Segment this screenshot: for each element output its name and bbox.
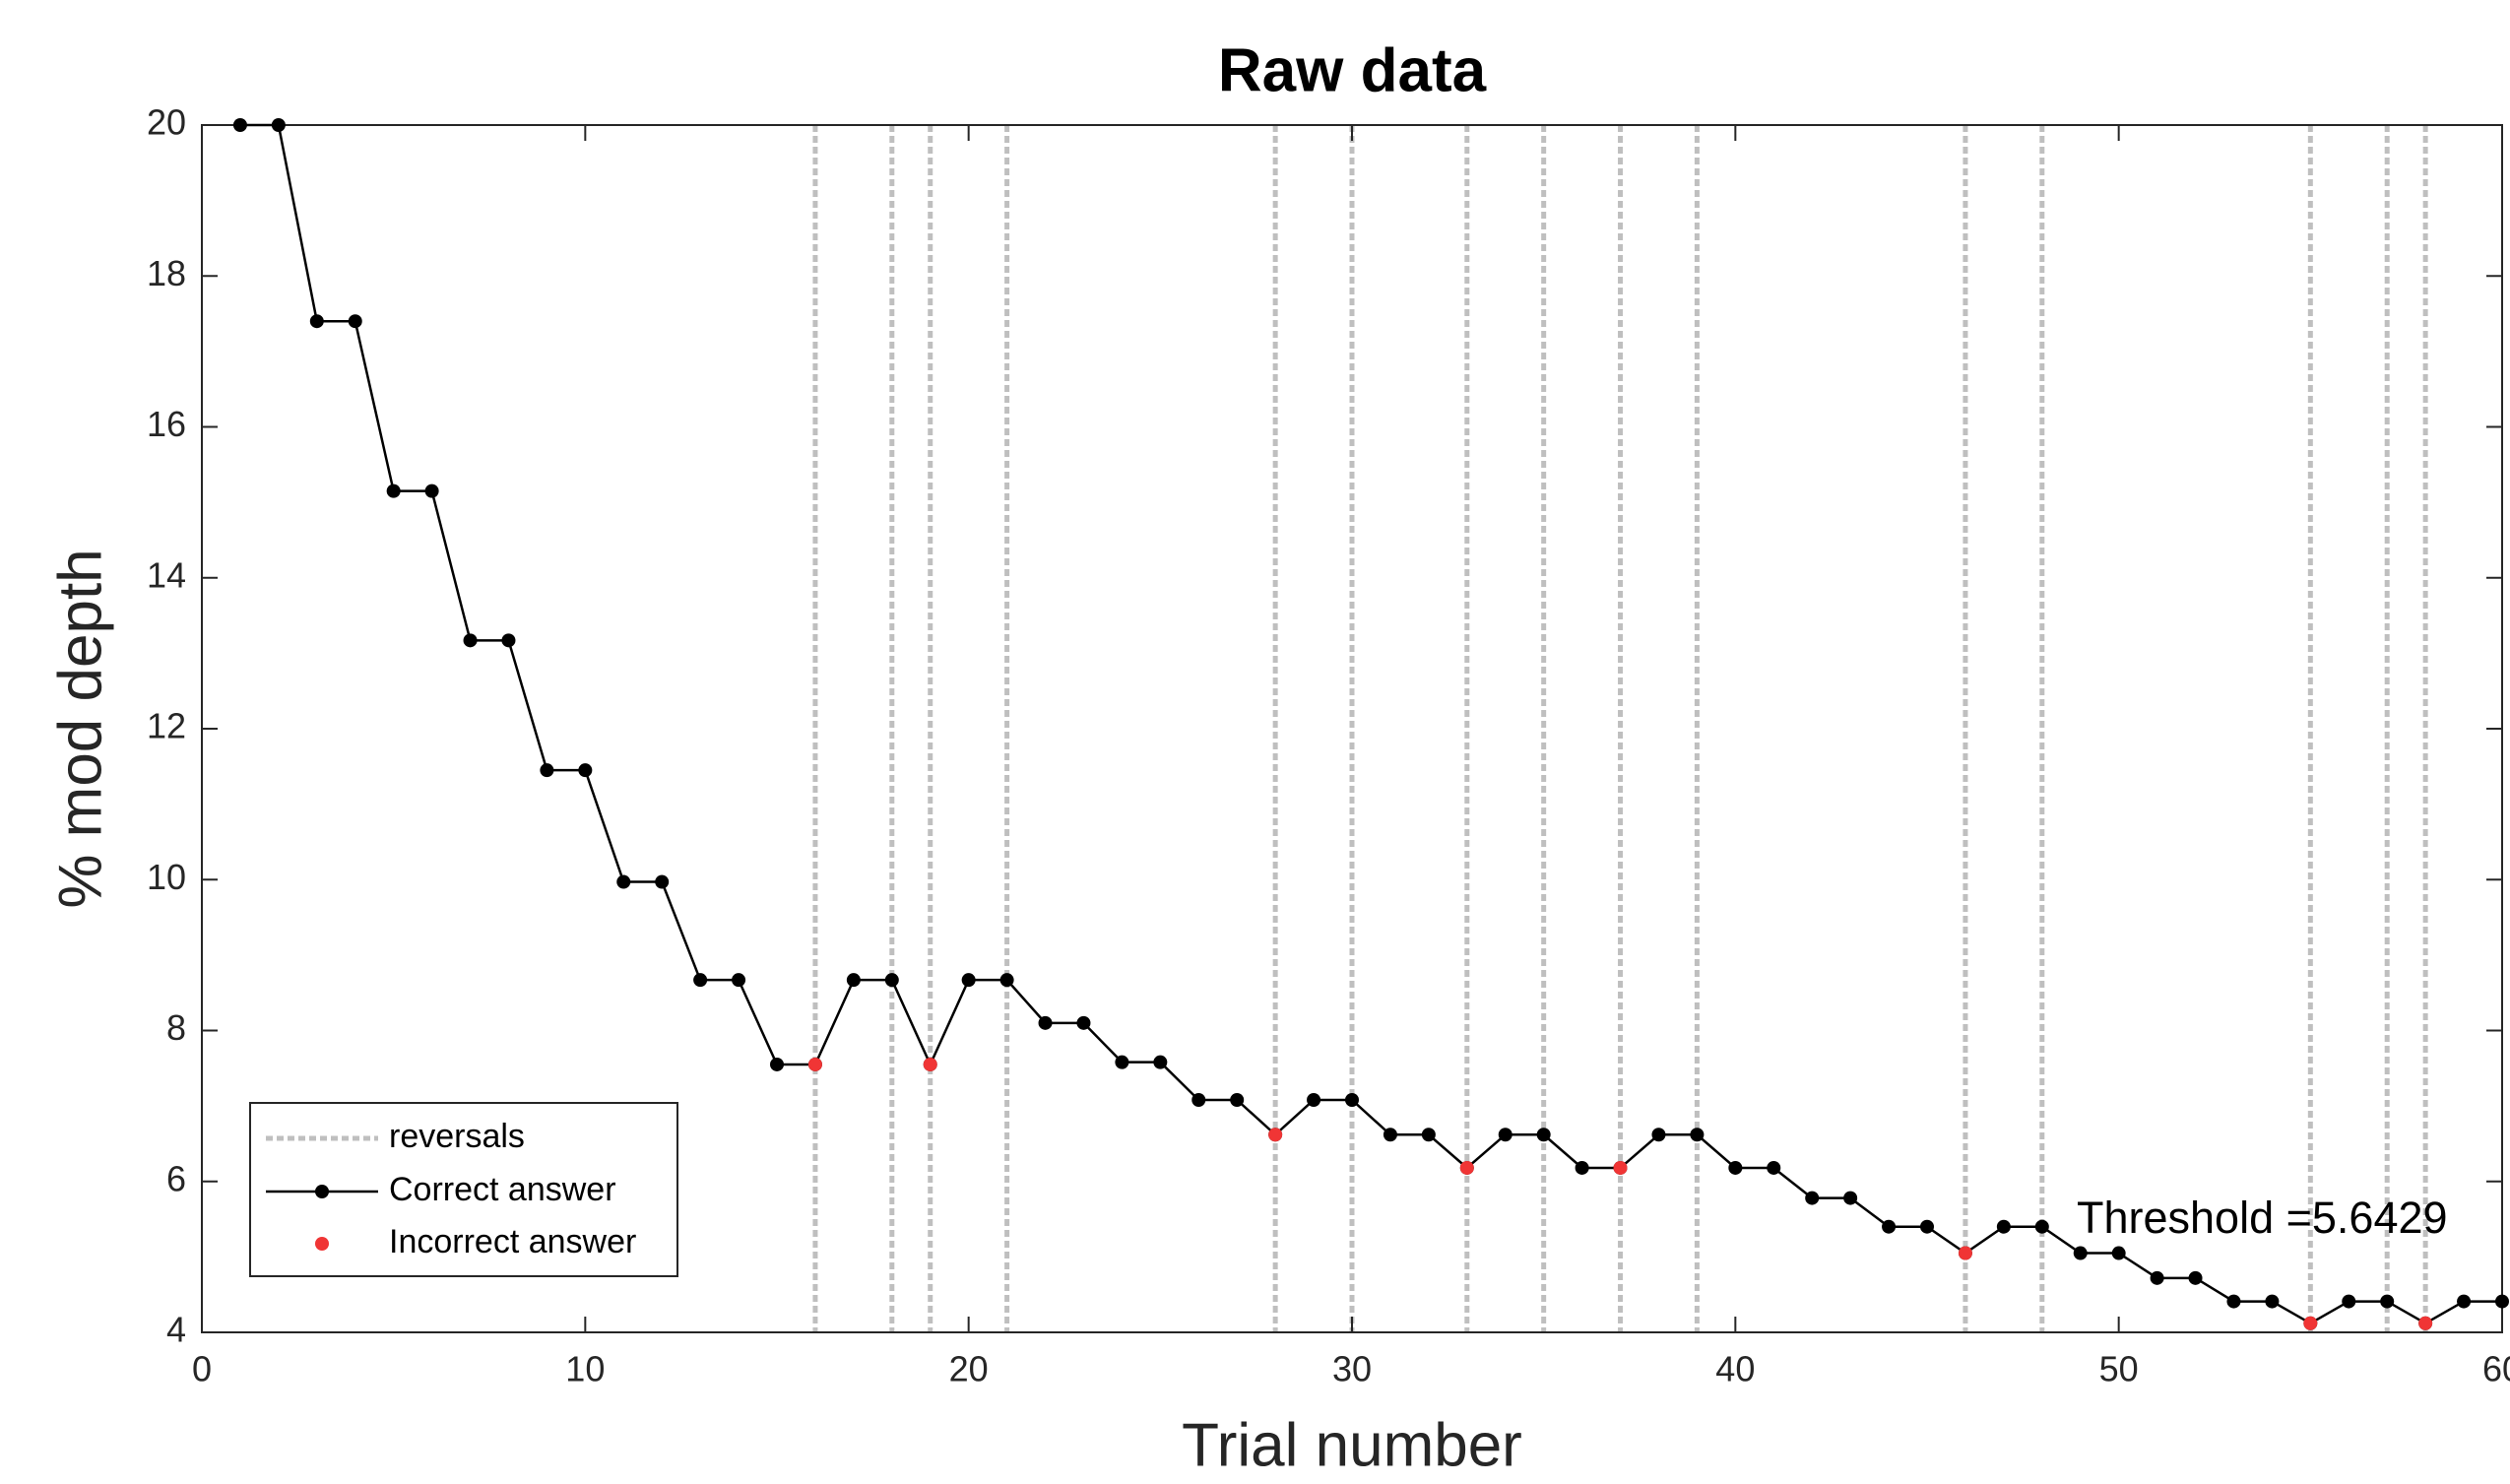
- marker: [1843, 1191, 1858, 1205]
- x-tick-label: 0: [192, 1349, 212, 1389]
- marker: [616, 874, 631, 889]
- marker: [1498, 1128, 1512, 1142]
- marker: [578, 763, 593, 778]
- marker: [961, 973, 976, 988]
- marker: [2495, 1294, 2509, 1309]
- marker: [2150, 1270, 2164, 1285]
- x-tick-label: 30: [1332, 1349, 1372, 1389]
- legend-marker: [315, 1237, 329, 1251]
- marker: [386, 484, 401, 498]
- y-axis-label: % mod depth: [46, 548, 114, 908]
- marker: [1805, 1191, 1820, 1205]
- x-axis-label: Trial number: [1182, 1411, 1522, 1479]
- marker: [1728, 1160, 1743, 1175]
- marker: [655, 874, 670, 889]
- legend-label: Incorrect answer: [389, 1223, 636, 1260]
- marker: [463, 633, 478, 648]
- marker: [2188, 1270, 2203, 1285]
- annotation: Threshold =5.6429: [2077, 1193, 2448, 1243]
- marker: [1153, 1055, 1168, 1069]
- marker: [1536, 1128, 1551, 1142]
- marker: [424, 484, 439, 498]
- marker: [2265, 1294, 2280, 1309]
- marker: [309, 314, 324, 329]
- marker: [1115, 1055, 1129, 1069]
- y-tick-label: 10: [147, 857, 186, 897]
- marker: [2111, 1246, 2126, 1260]
- marker: [2457, 1294, 2472, 1309]
- x-tick-label: 60: [2482, 1349, 2510, 1389]
- marker: [770, 1057, 784, 1071]
- y-tick-label: 14: [147, 554, 186, 595]
- marker: [1920, 1219, 1934, 1234]
- marker: [1767, 1160, 1781, 1175]
- marker: [1345, 1092, 1359, 1107]
- marker: [232, 118, 247, 132]
- marker: [1307, 1092, 1321, 1107]
- legend-label: reversals: [389, 1118, 525, 1155]
- marker: [501, 633, 516, 648]
- y-tick-label: 16: [147, 404, 186, 444]
- marker: [2380, 1294, 2395, 1309]
- x-tick-label: 10: [565, 1349, 605, 1389]
- legend-marker: [315, 1185, 329, 1198]
- y-tick-label: 18: [147, 253, 186, 293]
- marker: [1459, 1160, 1474, 1175]
- marker: [693, 973, 708, 988]
- marker: [1038, 1015, 1053, 1030]
- marker: [1575, 1160, 1589, 1175]
- y-tick-label: 8: [166, 1007, 186, 1048]
- legend-label: Correct answer: [389, 1171, 616, 1208]
- y-tick-label: 4: [166, 1310, 186, 1350]
- marker: [2303, 1316, 2318, 1330]
- marker: [2226, 1294, 2241, 1309]
- marker: [2034, 1219, 2049, 1234]
- marker: [884, 973, 899, 988]
- marker: [999, 973, 1014, 988]
- marker: [540, 763, 554, 778]
- y-tick-label: 6: [166, 1158, 186, 1198]
- y-tick-label: 20: [147, 102, 186, 143]
- marker: [1651, 1128, 1666, 1142]
- y-tick-label: 12: [147, 706, 186, 746]
- marker: [1268, 1128, 1283, 1142]
- marker: [1191, 1092, 1206, 1107]
- marker: [348, 314, 362, 329]
- marker: [1230, 1092, 1245, 1107]
- marker: [2073, 1246, 2088, 1260]
- marker: [2418, 1316, 2433, 1330]
- chart-title: Raw data: [1218, 36, 1487, 104]
- marker: [271, 118, 286, 132]
- marker: [1882, 1219, 1897, 1234]
- marker: [1690, 1128, 1705, 1142]
- x-tick-label: 40: [1715, 1349, 1755, 1389]
- marker: [846, 973, 861, 988]
- marker: [1421, 1128, 1436, 1142]
- data-line: [239, 123, 2502, 1325]
- marker: [732, 973, 746, 988]
- marker: [1613, 1160, 1628, 1175]
- marker: [1996, 1219, 2011, 1234]
- marker: [807, 1057, 822, 1071]
- marker: [1076, 1015, 1091, 1030]
- x-tick-label: 20: [949, 1349, 989, 1389]
- marker: [923, 1057, 937, 1071]
- marker: [2342, 1294, 2356, 1309]
- marker: [1958, 1246, 1972, 1260]
- marker: [1383, 1128, 1397, 1142]
- x-tick-label: 50: [2099, 1349, 2139, 1389]
